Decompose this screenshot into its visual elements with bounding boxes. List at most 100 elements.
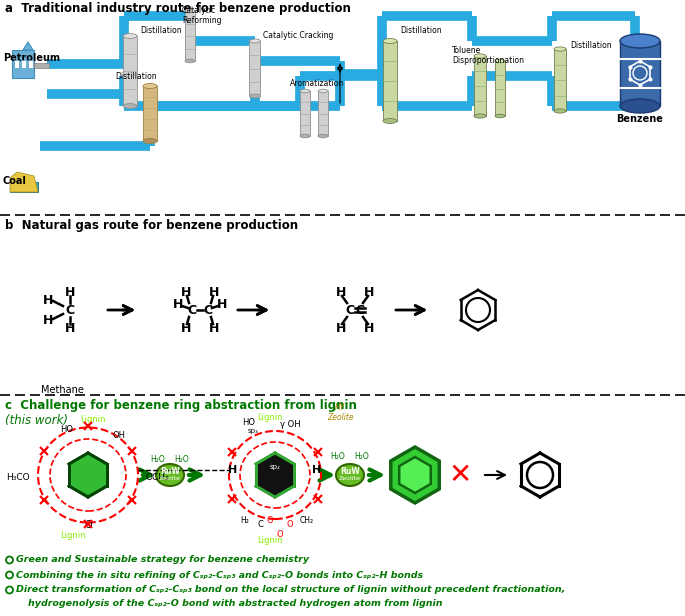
- Bar: [21, 60, 26, 68]
- Bar: [185, 11, 195, 61]
- Text: O: O: [287, 520, 293, 529]
- Text: H: H: [42, 293, 53, 307]
- Text: H: H: [65, 285, 75, 299]
- Ellipse shape: [620, 34, 660, 48]
- Text: sp₂: sp₂: [270, 464, 280, 470]
- Text: C: C: [66, 304, 75, 317]
- Text: sp₃: sp₃: [247, 428, 258, 434]
- Text: O: O: [84, 520, 92, 530]
- Text: Lignin: Lignin: [258, 413, 283, 422]
- Text: Distillation: Distillation: [400, 26, 442, 35]
- Ellipse shape: [123, 103, 137, 108]
- Ellipse shape: [383, 118, 397, 123]
- Text: Lignin: Lignin: [80, 416, 105, 424]
- Ellipse shape: [185, 59, 195, 63]
- Text: CH₂: CH₂: [300, 516, 314, 525]
- Text: C: C: [356, 304, 364, 317]
- Bar: [474, 56, 486, 116]
- Bar: [34, 63, 49, 68]
- Ellipse shape: [143, 84, 157, 89]
- Bar: [318, 91, 328, 136]
- Text: H: H: [312, 465, 322, 475]
- Polygon shape: [69, 453, 107, 497]
- Text: Zeolite: Zeolite: [159, 477, 181, 482]
- Text: Direct transformation of Cₛₚ₂-Cₛₚ₃ bond on the local structure of lignin without: Direct transformation of Cₛₚ₂-Cₛₚ₃ bond …: [16, 585, 565, 594]
- Text: Distillation: Distillation: [115, 72, 157, 81]
- Ellipse shape: [300, 134, 310, 138]
- Ellipse shape: [156, 464, 184, 486]
- Text: Distillation: Distillation: [140, 26, 182, 35]
- Bar: [249, 41, 260, 96]
- Text: H: H: [336, 322, 346, 334]
- Bar: [123, 36, 137, 106]
- Text: C: C: [203, 304, 212, 317]
- Ellipse shape: [495, 59, 505, 63]
- Ellipse shape: [123, 33, 137, 38]
- Text: H: H: [228, 465, 238, 475]
- Text: b  Natural gas route for benzene production: b Natural gas route for benzene producti…: [5, 219, 298, 232]
- Text: H₂O: H₂O: [175, 455, 189, 463]
- Text: Methane: Methane: [40, 385, 84, 395]
- Text: C: C: [257, 520, 263, 529]
- Ellipse shape: [300, 89, 310, 93]
- Text: HO: HO: [242, 418, 255, 427]
- Text: H₂O: H₂O: [331, 452, 345, 461]
- Text: H: H: [209, 285, 219, 299]
- Text: H: H: [364, 285, 374, 299]
- Bar: [383, 41, 397, 121]
- Text: H: H: [217, 299, 227, 312]
- Bar: [495, 61, 505, 116]
- Text: Catalytic
Reforming: Catalytic Reforming: [182, 6, 221, 25]
- Text: H: H: [181, 285, 191, 299]
- Text: Green and Sustainable strategy for benzene chemistry: Green and Sustainable strategy for benze…: [16, 556, 309, 564]
- Ellipse shape: [383, 39, 397, 44]
- Ellipse shape: [249, 94, 260, 98]
- Bar: [12, 50, 34, 78]
- Polygon shape: [256, 453, 294, 497]
- Bar: [14, 60, 19, 68]
- Text: H: H: [209, 322, 219, 334]
- Bar: [143, 86, 157, 141]
- Polygon shape: [399, 457, 431, 493]
- Text: Aromatization: Aromatization: [290, 79, 345, 88]
- Text: Coal: Coal: [3, 176, 27, 186]
- Text: H₂: H₂: [240, 516, 249, 525]
- Bar: [28, 60, 33, 68]
- Text: Lignin: Lignin: [258, 536, 283, 545]
- Text: HO: HO: [60, 426, 73, 434]
- Ellipse shape: [185, 9, 195, 13]
- Text: γ OH: γ OH: [280, 420, 301, 429]
- Text: Lignin: Lignin: [60, 530, 86, 540]
- Text: H: H: [336, 285, 346, 299]
- Text: H: H: [364, 322, 374, 334]
- Text: RuW: RuW: [340, 466, 360, 476]
- Text: OCH₃: OCH₃: [146, 472, 170, 482]
- Bar: [620, 41, 660, 106]
- Text: C: C: [188, 304, 197, 317]
- Text: C: C: [345, 304, 355, 317]
- Ellipse shape: [318, 89, 328, 93]
- Ellipse shape: [474, 54, 486, 58]
- Bar: [554, 49, 566, 111]
- Ellipse shape: [336, 464, 364, 486]
- Ellipse shape: [249, 39, 260, 43]
- Polygon shape: [23, 42, 33, 50]
- Text: (this work): (this work): [5, 414, 68, 427]
- Text: Toluene
Disproportionation: Toluene Disproportionation: [452, 46, 524, 65]
- Text: ✕: ✕: [449, 461, 472, 489]
- Ellipse shape: [495, 114, 505, 118]
- Ellipse shape: [143, 139, 157, 144]
- Text: H: H: [181, 322, 191, 334]
- Polygon shape: [390, 447, 439, 503]
- Text: HY
Zeolite: HY Zeolite: [327, 403, 353, 422]
- Text: RuW: RuW: [160, 466, 180, 476]
- Text: hydrogenolysis of the Cₛₚ₂-O bond with abstracted hydrogen atom from lignin: hydrogenolysis of the Cₛₚ₂-O bond with a…: [28, 599, 443, 607]
- Bar: [10, 182, 38, 192]
- Text: c  Challenge for benzene ring abstraction from lignin: c Challenge for benzene ring abstraction…: [5, 399, 357, 412]
- Text: OH: OH: [113, 431, 126, 439]
- Text: Benzene: Benzene: [616, 114, 664, 124]
- Ellipse shape: [318, 134, 328, 138]
- Text: H₂O: H₂O: [355, 452, 369, 461]
- Ellipse shape: [554, 47, 566, 51]
- Text: Zeolite: Zeolite: [339, 477, 361, 482]
